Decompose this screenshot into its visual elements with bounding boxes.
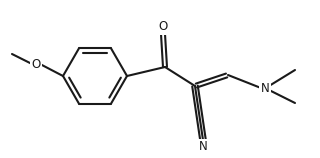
Text: O: O [158, 21, 168, 33]
Text: O: O [31, 58, 41, 70]
Text: N: N [260, 82, 269, 94]
Text: N: N [199, 140, 207, 154]
